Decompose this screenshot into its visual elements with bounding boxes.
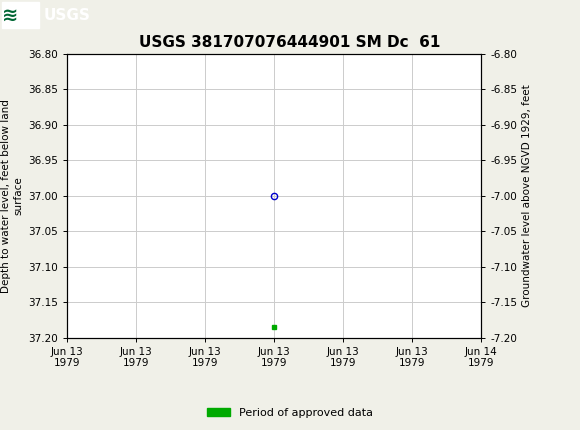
Legend: Period of approved data: Period of approved data bbox=[203, 403, 377, 422]
Y-axis label: Depth to water level, feet below land
surface: Depth to water level, feet below land su… bbox=[1, 99, 24, 292]
Text: USGS 381707076444901 SM Dc  61: USGS 381707076444901 SM Dc 61 bbox=[139, 35, 441, 49]
Y-axis label: Groundwater level above NGVD 1929, feet: Groundwater level above NGVD 1929, feet bbox=[521, 84, 532, 307]
Text: ≋: ≋ bbox=[2, 6, 18, 25]
Text: USGS: USGS bbox=[44, 8, 90, 23]
FancyBboxPatch shape bbox=[2, 3, 39, 28]
